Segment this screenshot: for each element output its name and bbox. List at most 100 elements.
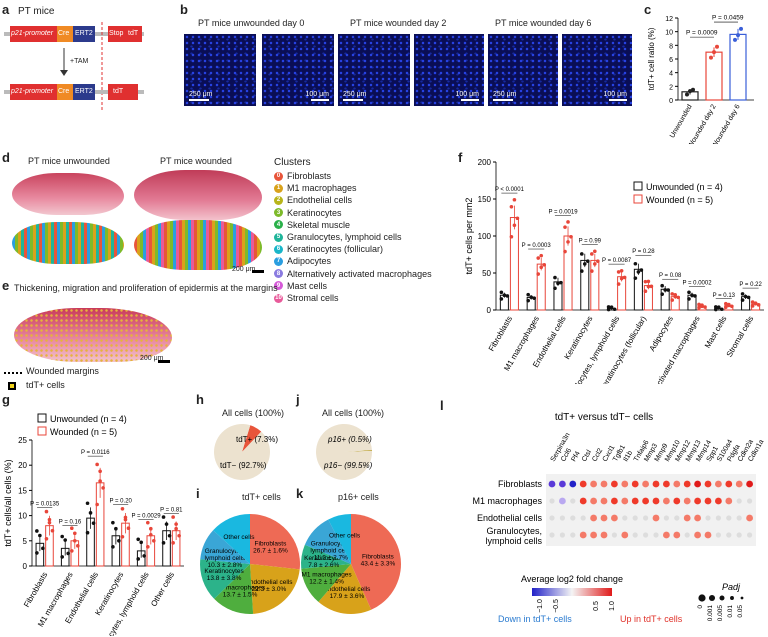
padj-dot xyxy=(740,596,744,600)
dot xyxy=(611,497,618,505)
x-tick-label: Fibroblasts xyxy=(22,571,49,609)
micrograph-day0-high: 100 μm xyxy=(262,34,334,106)
data-point xyxy=(101,486,105,490)
d-title-right: PT mice wounded xyxy=(160,156,232,166)
data-point xyxy=(585,259,590,263)
dot xyxy=(642,497,649,505)
dot xyxy=(569,480,577,488)
data-point xyxy=(730,304,734,309)
pie-slice xyxy=(316,424,372,480)
pie-label: Other cells xyxy=(329,532,361,539)
data-point xyxy=(697,305,701,310)
data-point xyxy=(750,304,755,308)
p-value: P = 0.0002 xyxy=(682,280,712,286)
data-point xyxy=(622,275,627,280)
cluster-name: Stromal cells xyxy=(287,293,339,303)
data-point xyxy=(673,292,678,297)
b-title-2: PT mice wounded day 6 xyxy=(495,18,592,28)
panel-label-d: d xyxy=(2,150,10,165)
legend-swatch xyxy=(633,194,643,204)
dot xyxy=(559,497,566,505)
row-label: Endothelial cells xyxy=(477,513,543,523)
tissue-he-wounded xyxy=(134,170,262,220)
data-point xyxy=(149,532,153,537)
data-point xyxy=(171,541,175,545)
data-point xyxy=(609,305,614,309)
x-tick-label: Unwounded xyxy=(669,103,694,139)
panel-label-k: k xyxy=(296,486,304,501)
data-point xyxy=(756,303,761,307)
dot xyxy=(736,498,742,504)
dot xyxy=(684,532,690,538)
pie-slice xyxy=(301,564,351,602)
data-point xyxy=(687,290,691,295)
pie-label: Granulocytes, lymphoid cells 11.2 ± 2.7% xyxy=(310,540,352,561)
pie-i: Fibroblasts 26.7 ± 1.6% Endothelial cells 2… xyxy=(200,514,300,614)
data-point xyxy=(690,293,694,297)
cre-label-bottom: Cre xyxy=(58,88,70,95)
panel-label-a: a xyxy=(2,2,10,17)
tam-label: +TAM xyxy=(70,58,89,65)
dot xyxy=(652,497,660,505)
data-point xyxy=(526,292,530,297)
micrograph-day2-high: 100 μm xyxy=(414,34,484,106)
data-point xyxy=(85,530,90,535)
dot xyxy=(600,480,608,488)
data-point xyxy=(174,526,178,531)
data-point xyxy=(566,220,570,224)
data-point xyxy=(750,300,755,304)
ert2-label-top: ERT2 xyxy=(75,30,93,37)
data-point xyxy=(691,87,695,92)
p-value: P = 0.81 xyxy=(160,508,183,514)
data-point xyxy=(136,557,140,561)
dot xyxy=(600,514,608,522)
padj-dot xyxy=(719,595,725,601)
data-point xyxy=(724,305,728,309)
data-point xyxy=(98,479,102,483)
dot xyxy=(694,497,701,505)
y-axis-label: tdT+ cells per mm2 xyxy=(464,198,474,275)
data-point xyxy=(73,539,77,543)
bar xyxy=(536,263,546,311)
data-point xyxy=(98,469,102,474)
dot xyxy=(632,515,638,521)
dot xyxy=(663,497,670,505)
x-tick-label: Keratinocytes (follicular) xyxy=(598,314,649,384)
micrograph-day6-high: 100 μm xyxy=(562,34,632,106)
cluster-name: Keratinocytes xyxy=(287,207,342,218)
data-point xyxy=(676,295,681,300)
data-point xyxy=(60,555,64,559)
b-title-0: PT mice unwounded day 0 xyxy=(198,18,305,28)
dot xyxy=(622,515,628,521)
bar xyxy=(705,51,723,101)
up-label: Up in tdT+ cells xyxy=(620,614,683,624)
legend-label: Unwounded (n = 4) xyxy=(646,182,723,192)
dot xyxy=(704,531,712,539)
data-point xyxy=(559,280,563,285)
pie-label: Fibroblasts 26.7 ± 1.6% xyxy=(253,541,288,555)
data-point xyxy=(41,546,45,551)
data-point xyxy=(152,539,156,543)
cluster-item: 0 Fibroblasts xyxy=(274,171,331,181)
x-tick-label: Mast cells xyxy=(703,315,729,350)
y-tick-label: 12 xyxy=(665,16,673,23)
pie-slice xyxy=(250,514,300,570)
dot xyxy=(673,531,681,539)
data-point xyxy=(619,276,624,281)
y-tick-label: 0 xyxy=(23,562,28,571)
panel-label-b: b xyxy=(180,2,188,17)
cluster-item: 2 Endothelial cells xyxy=(274,195,352,205)
data-point xyxy=(44,509,49,514)
dot xyxy=(548,480,556,488)
dot xyxy=(579,531,587,539)
dot xyxy=(643,515,649,521)
dot xyxy=(549,498,555,504)
p-value: P = 0.0116 xyxy=(81,450,110,456)
dot xyxy=(694,531,701,539)
data-point xyxy=(512,223,517,228)
padj-tick: 0.05 xyxy=(737,605,744,618)
tissue-cluster-unwounded xyxy=(12,222,124,264)
dot xyxy=(590,497,597,505)
tdt-label-bottom: tdT xyxy=(113,88,124,95)
